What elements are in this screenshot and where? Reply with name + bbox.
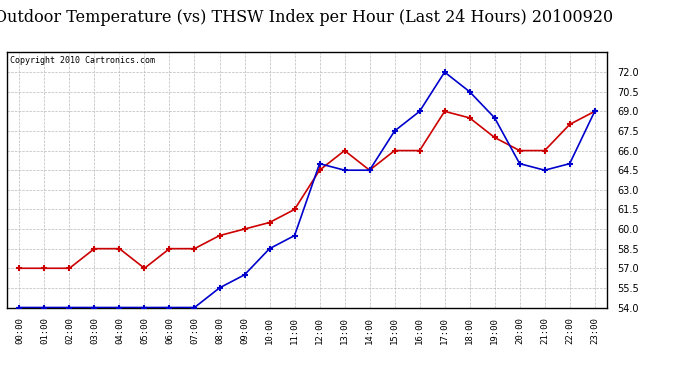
Text: Outdoor Temperature (vs) THSW Index per Hour (Last 24 Hours) 20100920: Outdoor Temperature (vs) THSW Index per … <box>0 9 613 26</box>
Text: Copyright 2010 Cartronics.com: Copyright 2010 Cartronics.com <box>10 56 155 65</box>
